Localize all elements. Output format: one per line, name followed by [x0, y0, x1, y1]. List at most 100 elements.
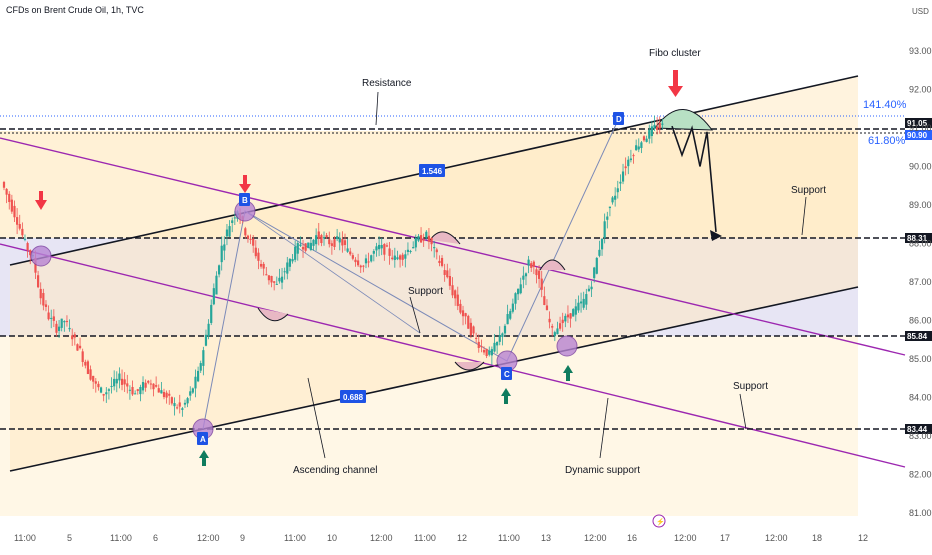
candle-up	[503, 325, 507, 334]
candle-up	[375, 246, 378, 251]
candle-up	[346, 248, 349, 252]
candle-up	[283, 271, 286, 273]
candle-up	[223, 244, 226, 251]
candle-down	[78, 345, 82, 349]
candle-up	[202, 350, 205, 366]
candle-down	[419, 235, 423, 243]
candle-up	[173, 403, 176, 407]
candle-up	[99, 387, 103, 393]
ascending-channel-label: Ascending channel	[293, 465, 378, 476]
candle-up	[522, 275, 525, 280]
candle-down	[47, 312, 50, 320]
candle-down	[632, 155, 635, 157]
candle-down	[569, 313, 572, 319]
candle-down	[658, 123, 661, 129]
candle-down	[152, 383, 155, 390]
price-tag-9090: 90.90	[907, 131, 928, 140]
x-tick-label: 12	[858, 533, 868, 543]
candle-down	[383, 244, 386, 255]
candle-up	[115, 378, 118, 384]
x-tick-label: 12:00	[674, 533, 697, 543]
resistance-label: Resistance	[362, 78, 412, 89]
candle-up	[640, 142, 643, 149]
support-label-1: Support	[408, 286, 443, 297]
candle-down	[176, 407, 179, 409]
candle-up	[60, 318, 63, 328]
candle-up	[199, 363, 202, 371]
support-arc-2	[454, 361, 485, 371]
measure-label-1546: 1.546	[422, 167, 443, 176]
candle-down	[257, 252, 260, 261]
candle-down	[18, 224, 21, 229]
candle-up	[181, 408, 184, 410]
candle-up	[286, 262, 289, 274]
candle-down	[136, 389, 139, 391]
candle-up	[608, 206, 612, 209]
candle-down	[558, 323, 562, 329]
candle-up	[556, 328, 559, 335]
candle-up	[514, 293, 517, 304]
y-tick-label: 88.00	[909, 239, 932, 249]
candle-up	[498, 335, 501, 342]
candle-up	[110, 385, 113, 387]
candle-up	[648, 129, 651, 139]
candle-up	[278, 277, 281, 282]
candle-down	[551, 326, 554, 328]
y-tick-label: 87.00	[909, 277, 932, 287]
price-tags: 91.05 90.90 88.31 85.84 83.44	[905, 118, 932, 434]
support-arc-1	[257, 307, 289, 322]
candle-up	[393, 255, 396, 260]
candle-up	[183, 402, 187, 405]
candle-down	[165, 392, 168, 398]
candle-up	[160, 390, 163, 394]
candle-down	[147, 380, 150, 383]
candle-up	[338, 237, 341, 243]
candle-down	[448, 276, 452, 286]
candle-up	[488, 350, 491, 355]
candle-up	[606, 216, 609, 220]
candle-up	[315, 235, 318, 245]
candle-up	[595, 257, 598, 274]
candle-down	[301, 247, 305, 250]
candle-up	[294, 246, 297, 260]
x-axis: 11:00 5 11:00 6 12:00 9 11:00 10 12:00 11:00 12 11:…	[14, 533, 868, 543]
candle-up	[493, 342, 496, 352]
candle-up	[614, 195, 617, 200]
price-tag-8344: 83.44	[907, 425, 928, 434]
candle-up	[217, 265, 221, 275]
candle-up	[619, 181, 622, 184]
candle-down	[472, 326, 475, 334]
candle-down	[39, 288, 42, 299]
candle-up	[553, 332, 556, 337]
candle-up	[524, 273, 528, 277]
projection-path	[671, 125, 717, 233]
candle-down	[545, 305, 549, 310]
candle-up	[598, 249, 601, 256]
purple-line-lower	[0, 243, 906, 468]
candle-down	[566, 314, 570, 318]
candle-up	[621, 171, 625, 182]
candle-up	[322, 237, 326, 239]
candle-down	[21, 228, 24, 236]
candle-down	[330, 243, 333, 246]
x-tick-label: 18	[812, 533, 822, 543]
candle-up	[574, 306, 577, 315]
candle-up	[490, 349, 493, 356]
candle-up	[635, 145, 638, 151]
candle-down	[92, 375, 95, 382]
candle-down	[459, 303, 462, 313]
candle-down	[446, 270, 449, 278]
candle-down	[535, 269, 538, 276]
fibo-cluster-label: Fibo cluster	[649, 48, 701, 59]
candle-down	[149, 383, 152, 385]
candle-down	[422, 239, 425, 241]
candle-down	[464, 313, 467, 317]
candle-down	[530, 263, 533, 268]
candle-down	[351, 255, 354, 259]
candle-up	[372, 250, 375, 254]
candle-up	[414, 237, 417, 248]
support-label-2: Support	[791, 185, 826, 196]
candle-down	[168, 393, 171, 396]
candle-down	[461, 310, 465, 317]
candle-up	[564, 315, 567, 322]
